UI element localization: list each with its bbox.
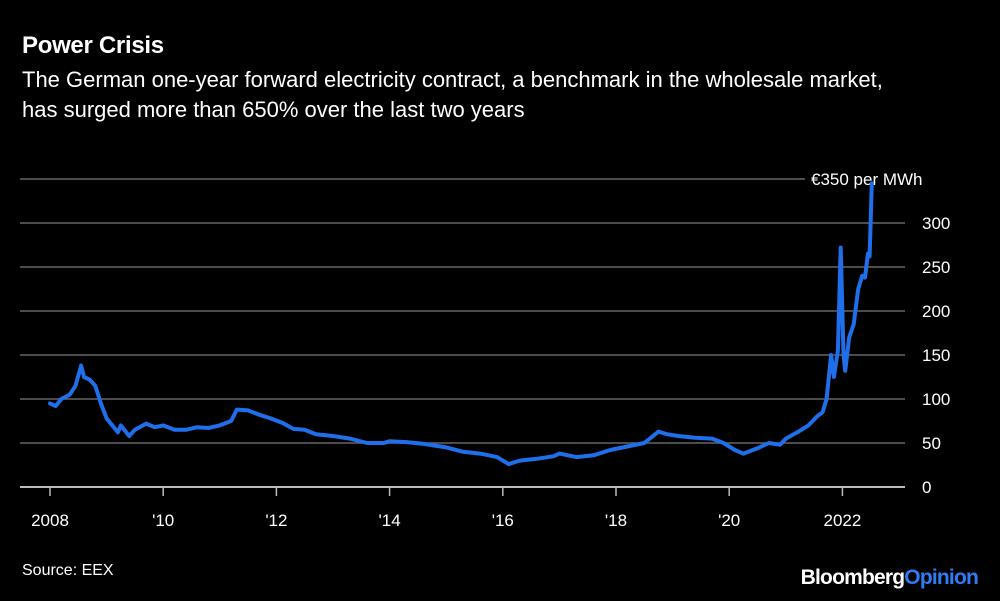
y-tick-label: 150 — [922, 346, 950, 365]
price-series-line — [48, 181, 874, 467]
brand-logo: BloombergOpinion — [800, 566, 979, 590]
y-tick-label: 200 — [922, 302, 950, 321]
x-tick-label: 2022 — [823, 511, 861, 530]
chart-subtitle: The German one-year forward electricity … — [22, 67, 883, 122]
y-tick-label: 100 — [922, 390, 950, 409]
y-tick-label: 50 — [922, 434, 941, 453]
x-tick-label: 2008 — [31, 511, 69, 530]
y-tick-label: 0 — [922, 478, 931, 497]
x-tick-label: '20 — [718, 511, 740, 530]
y-tick-label: 300 — [922, 214, 950, 233]
x-tick-label: '16 — [492, 511, 514, 530]
y-unit-label: €350 per MWh — [811, 170, 923, 189]
x-tick-label: '14 — [379, 511, 401, 530]
x-tick-label: '10 — [152, 511, 174, 530]
x-tick-label: '18 — [605, 511, 627, 530]
x-tick-label: '12 — [265, 511, 287, 530]
source-note: Source: EEX — [22, 562, 114, 579]
chart-title: Power Crisis — [22, 32, 164, 59]
brand-accent: Opinion — [904, 566, 979, 589]
brand-main: Bloomberg — [800, 566, 905, 589]
y-tick-label: 250 — [922, 258, 950, 277]
